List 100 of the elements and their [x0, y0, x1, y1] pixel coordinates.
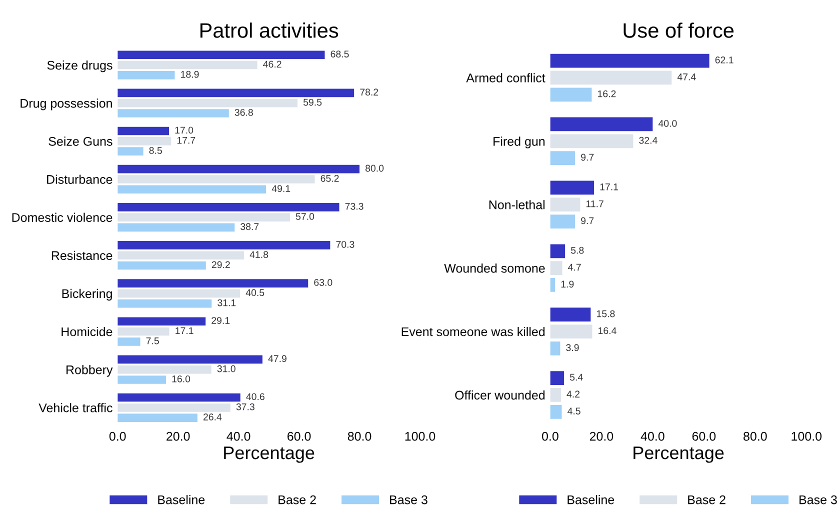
data-label: 15.8: [596, 310, 615, 318]
y-tick-label: Event someone was killed: [402, 326, 545, 336]
data-label: 31.1: [218, 299, 236, 306]
bar: [118, 261, 206, 270]
bar: [550, 308, 591, 322]
data-label: 37.3: [236, 403, 254, 410]
legend-label: Base 2: [278, 495, 316, 504]
data-label: 41.8: [250, 251, 268, 258]
data-label: 65.2: [320, 174, 339, 182]
y-tick-label: Seize drugs: [47, 60, 112, 72]
y-tick-label: Officer wounded: [455, 390, 545, 400]
data-label: 17.1: [600, 184, 618, 190]
y-tick-label: Robbery: [66, 365, 113, 377]
bar: [550, 70, 672, 85]
x-tick-label: 20.0: [590, 432, 614, 441]
x-tick-label: 100.0: [405, 432, 436, 441]
bar: [118, 126, 170, 136]
data-label: 16.0: [172, 375, 190, 382]
legend-label: Base 3: [390, 495, 428, 504]
data-label: 47.9: [268, 355, 286, 362]
bar: [118, 185, 266, 194]
data-label: 26.4: [203, 414, 222, 420]
bar: [118, 223, 235, 232]
x-tick-label: 0.0: [542, 432, 558, 441]
bar: [118, 202, 340, 212]
x-tick-label: 20.0: [166, 432, 190, 441]
bar: [118, 403, 230, 412]
data-label: 62.1: [715, 56, 734, 64]
bar: [550, 404, 562, 419]
data-label: 68.5: [330, 50, 349, 58]
bar: [550, 134, 634, 148]
bar: [118, 164, 360, 174]
y-tick-label: Homicide: [62, 326, 112, 336]
bar: [550, 388, 561, 402]
data-label: 16.2: [598, 90, 616, 98]
bar: [118, 60, 258, 70]
bar: [118, 137, 172, 146]
data-label: 59.5: [303, 98, 322, 106]
bar: [550, 151, 576, 166]
legend-label: Baseline: [158, 495, 205, 504]
data-label: 31.0: [217, 365, 236, 372]
bar: [118, 414, 198, 422]
data-label: 9.7: [581, 217, 594, 224]
bar: [118, 241, 330, 250]
data-label: 4.2: [566, 390, 580, 398]
data-label: 11.7: [586, 200, 604, 208]
data-label: 5.4: [570, 374, 583, 381]
bar: [118, 289, 240, 298]
bar: [550, 54, 710, 68]
y-tick-label: Non-lethal: [489, 200, 545, 210]
y-tick-label: Bickering: [62, 288, 112, 301]
x-tick-label: 100.0: [792, 432, 822, 441]
bar: [118, 365, 212, 374]
x-tick-label: 40.0: [226, 432, 250, 441]
bar: [550, 324, 592, 338]
bar: [118, 147, 144, 156]
data-label: 40.5: [246, 289, 264, 296]
data-label: 80.0: [366, 164, 384, 172]
data-label: 70.3: [336, 240, 354, 248]
data-label: 49.1: [272, 185, 290, 192]
bar: [118, 355, 262, 364]
data-label: 40.0: [658, 120, 677, 127]
data-label: 3.9: [566, 344, 579, 352]
data-label: 1.9: [561, 280, 574, 288]
bar: [118, 98, 298, 108]
bar: [118, 317, 206, 326]
legend-label: Base 2: [688, 495, 726, 504]
data-label: 47.4: [677, 74, 696, 80]
y-tick-label: Drug possession: [20, 98, 112, 110]
data-label: 63.0: [314, 279, 332, 286]
bar: [550, 198, 580, 212]
bar: [550, 261, 562, 275]
data-label: 46.2: [263, 60, 282, 68]
bar: [118, 376, 166, 384]
bar: [118, 50, 325, 60]
bar: [118, 393, 240, 402]
bar: [550, 371, 564, 385]
y-tick-label: Vehicle traffic: [38, 403, 112, 412]
bar: [550, 180, 594, 195]
chart-title: Patrol activities: [200, 22, 338, 38]
data-label: 57.0: [296, 213, 314, 220]
data-label: 9.7: [581, 154, 594, 161]
x-tick-label: 40.0: [640, 432, 664, 441]
chart-title: Use of force: [624, 22, 734, 38]
y-tick-label: Fired gun: [494, 136, 545, 148]
bar: [118, 279, 308, 288]
y-tick-label: Disturbance: [47, 174, 112, 184]
y-tick-label: Domestic violence: [12, 212, 112, 222]
data-label: 36.8: [234, 108, 253, 116]
x-tick-label: 60.0: [692, 432, 716, 441]
legend-label: Base 3: [800, 495, 837, 504]
data-label: 18.9: [181, 70, 199, 78]
data-label: 73.3: [345, 202, 364, 210]
bar: [118, 251, 244, 260]
data-label: 7.5: [146, 337, 159, 344]
bar: [550, 88, 592, 102]
bar: [550, 244, 566, 258]
bar: [550, 214, 576, 228]
data-label: 5.8: [571, 246, 584, 254]
data-label: 17.1: [176, 327, 194, 334]
